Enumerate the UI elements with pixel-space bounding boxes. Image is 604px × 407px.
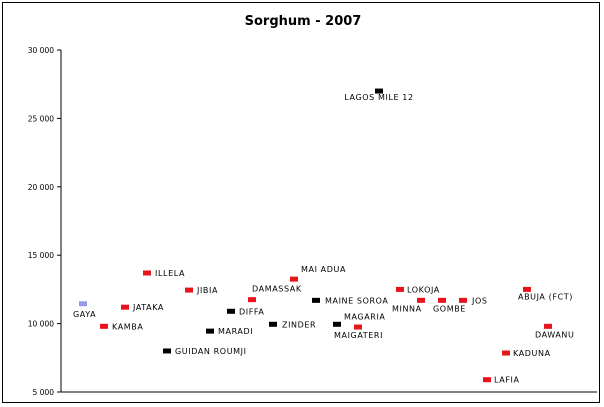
y-tick-label: 10 000 xyxy=(28,320,54,329)
point-label: MAI ADUA xyxy=(301,265,346,274)
point-label: ZINDER xyxy=(282,320,316,329)
point-label: ABUJA (FCT) xyxy=(518,292,573,301)
point-label: MINNA xyxy=(392,304,422,313)
data-point xyxy=(100,323,108,329)
data-point xyxy=(121,304,129,310)
data-point xyxy=(459,297,467,303)
data-point xyxy=(290,276,298,282)
data-point xyxy=(79,301,87,307)
point-label: MAIGATERI xyxy=(334,331,383,340)
data-point xyxy=(483,377,491,383)
y-tick-label: 5 000 xyxy=(33,388,55,397)
data-point xyxy=(375,88,383,94)
data-point xyxy=(354,324,362,330)
data-point xyxy=(206,328,214,334)
point-label: JOS xyxy=(471,296,488,305)
point-label: KADUNA xyxy=(513,349,551,358)
data-point xyxy=(438,297,446,303)
y-tick-label: 20 000 xyxy=(28,183,54,192)
point-label: JATAKA xyxy=(132,303,164,312)
axes: 5 000 10 000 15 000 20 000 25 000 30 000 xyxy=(28,46,597,397)
data-point xyxy=(163,348,171,354)
data-point xyxy=(333,321,341,327)
data-point xyxy=(544,323,552,329)
point-label: DIFFA xyxy=(239,307,264,316)
point-label: DAWANU xyxy=(535,330,574,339)
data-point xyxy=(269,321,277,327)
data-point xyxy=(417,297,425,303)
point-label: MAINE SOROA xyxy=(325,296,388,305)
point-labels: GAYA KAMBA JATAKA ILLELA GUIDAN ROUMJI JIBIA M… xyxy=(73,93,574,385)
y-tick-label: 30 000 xyxy=(28,46,54,55)
point-label: MARADI xyxy=(218,327,253,336)
data-points xyxy=(79,88,552,383)
scatter-chart: Sorghum - 2007 5 000 10 000 15 000 20 000 25… xyxy=(28,14,597,397)
point-label: JIBIA xyxy=(196,286,218,295)
point-label: LAGOS MILE 12 xyxy=(344,93,413,102)
point-label: ILLELA xyxy=(155,269,185,278)
point-label: GUIDAN ROUMJI xyxy=(175,347,247,356)
data-point xyxy=(143,270,151,276)
data-point xyxy=(248,297,256,303)
point-label: GAYA xyxy=(73,310,96,319)
point-label: KAMBA xyxy=(112,322,143,331)
data-point xyxy=(502,350,510,356)
data-point xyxy=(396,286,404,292)
data-point xyxy=(523,286,531,292)
data-point xyxy=(185,287,193,293)
point-label: MAGARIA xyxy=(344,312,386,321)
point-label: LOKOJA xyxy=(407,285,440,294)
chart-frame: Sorghum - 2007 5 000 10 000 15 000 20 000 25… xyxy=(2,2,600,403)
y-tick-label: 15 000 xyxy=(28,251,54,260)
point-label: DAMASSAK xyxy=(252,285,302,294)
data-point xyxy=(227,308,235,314)
data-point xyxy=(312,297,320,303)
point-label: GOMBE xyxy=(433,304,466,313)
point-label: LAFIA xyxy=(494,376,520,385)
chart-title: Sorghum - 2007 xyxy=(245,14,362,29)
y-tick-label: 25 000 xyxy=(28,114,54,123)
